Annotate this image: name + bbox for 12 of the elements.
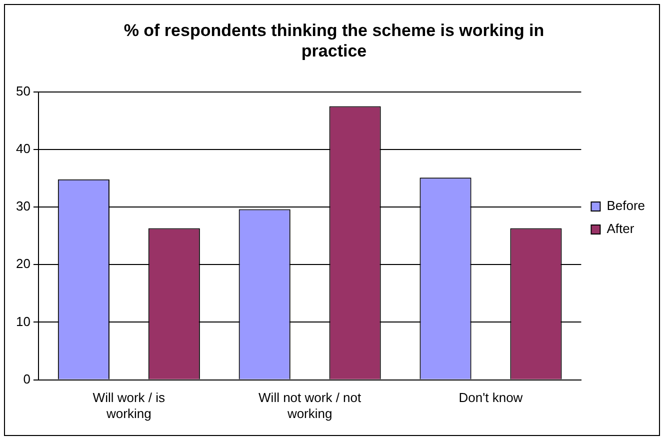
y-tick-label: 50	[16, 83, 30, 98]
y-tick-label: 30	[16, 198, 30, 214]
x-tick-label: Will work / is working	[92, 390, 166, 421]
y-tick-label: 40	[16, 140, 30, 156]
legend-label: Before	[606, 198, 646, 214]
legend-label: After	[606, 221, 635, 236]
chart-title: % of respondents thinking the scheme is working in practice	[124, 20, 544, 60]
y-tick-label: 0	[23, 371, 30, 386]
y-tick-label: 10	[16, 314, 30, 329]
x-tick-label: Don't know	[458, 390, 524, 406]
y-tick-label: 20	[16, 256, 30, 272]
x-tick-label: Will not work / not working	[258, 390, 362, 421]
